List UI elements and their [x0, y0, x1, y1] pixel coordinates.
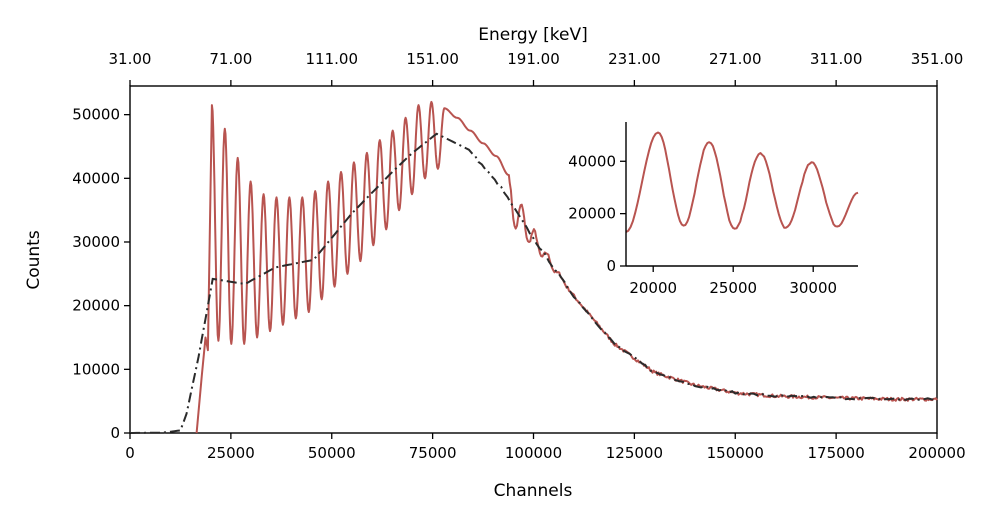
y-tick-label: 10000	[72, 360, 120, 378]
y-tick-label: 20000	[72, 297, 120, 315]
top-tick-label: 71.00	[209, 50, 252, 68]
top-energy-axis-ticks: 31.00 71.00 111.00 151.00 191.00 231.00 271.00…	[109, 50, 964, 86]
x-tick-label: 175000	[807, 444, 864, 462]
inset-y-tick-label: 20000	[568, 205, 616, 223]
x-tick-label: 150000	[707, 444, 764, 462]
inset-y-tick-label: 40000	[568, 152, 616, 170]
y-axis-title: Counts	[24, 230, 44, 289]
inset-x-tick-label: 30000	[789, 279, 837, 297]
x-tick-label: 200000	[908, 444, 965, 462]
top-tick-label: 31.00	[109, 50, 152, 68]
x-tick-label: 0	[125, 444, 135, 462]
envelope-dashdot-line	[130, 132, 938, 434]
y-tick-label: 30000	[72, 233, 120, 251]
top-axis-title: Energy [keV]	[478, 25, 588, 45]
top-tick-label: 351.00	[911, 50, 964, 68]
x-tick-label: 50000	[308, 444, 356, 462]
plot-frame	[129, 85, 938, 434]
y-tick-label: 0	[110, 424, 120, 442]
y-tick-label: 40000	[72, 169, 120, 187]
inset-x-ticks: 20000 25000 30000	[629, 266, 837, 297]
inset-zoom: 20000 25000 30000 0 20000 40000	[568, 122, 859, 297]
x-tick-label: 25000	[207, 444, 255, 462]
y-axis-ticks: 0 10000 20000 30000 40000 50000	[72, 106, 130, 442]
x-axis-ticks: 0 25000 50000 75000 100000 125000 150000 175000…	[125, 433, 966, 462]
inset-y-tick-label: 0	[606, 257, 616, 275]
x-tick-label: 125000	[606, 444, 663, 462]
inset-y-ticks: 0 20000 40000	[568, 152, 626, 275]
top-tick-label: 311.00	[810, 50, 863, 68]
top-tick-label: 271.00	[709, 50, 762, 68]
top-tick-label: 111.00	[306, 50, 359, 68]
top-tick-label: 231.00	[608, 50, 661, 68]
inset-x-tick-label: 25000	[709, 279, 757, 297]
top-tick-label: 191.00	[507, 50, 560, 68]
x-axis-title: Channels	[494, 481, 573, 501]
oscillating-spectrum-line	[195, 100, 938, 434]
x-tick-label: 100000	[505, 444, 562, 462]
inset-spectrum-line	[625, 131, 859, 233]
y-tick-label: 50000	[72, 106, 120, 124]
inset-x-tick-label: 20000	[629, 279, 677, 297]
x-tick-label: 75000	[409, 444, 457, 462]
top-tick-label: 151.00	[406, 50, 459, 68]
